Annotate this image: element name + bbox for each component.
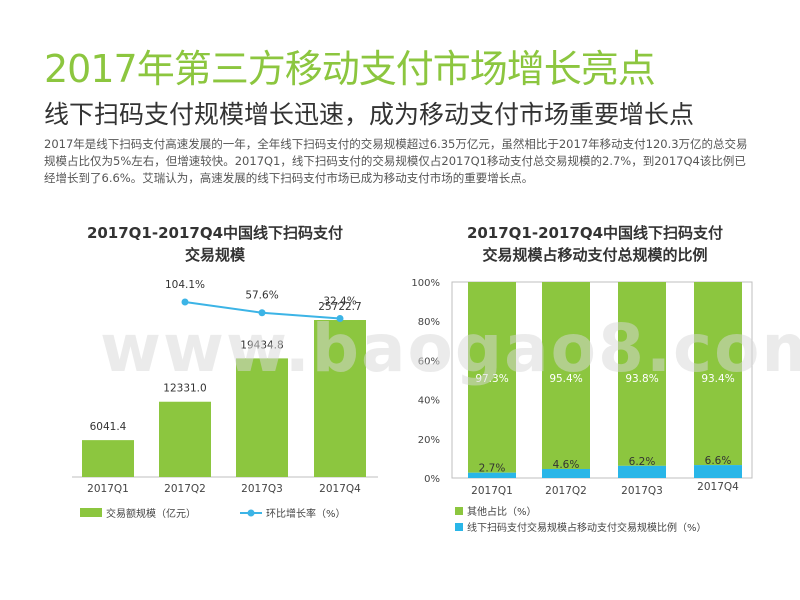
chart2-x-tick: 2017Q4 — [697, 481, 739, 493]
chart2-bar-other — [618, 282, 666, 466]
chart2-bar-share — [468, 472, 516, 478]
chart2-bar-share — [694, 465, 742, 478]
chart1-legend-label-bars: 交易额规模（亿元） — [106, 507, 196, 520]
chart1-bar-label: 6041.4 — [90, 421, 127, 433]
chart1-bar — [159, 401, 211, 477]
chart2-x-tick: 2017Q3 — [621, 485, 663, 497]
chart1-bar-label: 25722.7 — [318, 301, 361, 313]
chart1-title-line1: 2017Q1-2017Q4中国线下扫码支付 — [86, 224, 344, 242]
chart2-y-tick: 60% — [418, 356, 440, 367]
chart1-x-tick: 2017Q4 — [319, 483, 361, 495]
chart2-y-tick: 100% — [411, 278, 440, 289]
chart2-title-line1: 2017Q1-2017Q4中国线下扫码支付 — [466, 224, 724, 242]
chart2-bar-other — [468, 282, 516, 473]
chart2-bar-other — [542, 282, 590, 469]
chart2-legend-swatch-share — [455, 523, 463, 531]
intro-paragraph: 2017年是线下扫码支付高速发展的一年，全年线下扫码支付的交易规模超过6.35万… — [44, 137, 748, 185]
chart2-bar-other — [694, 282, 742, 466]
chart1-bar — [82, 440, 134, 477]
chart2-y-tick: 0% — [424, 474, 440, 485]
chart1-legend-swatch-bars — [80, 508, 102, 517]
chart1-growth-point — [336, 315, 344, 323]
chart1-growth-label: 32.4% — [323, 296, 356, 308]
chart2-bar-label-share: 6.6% — [705, 455, 732, 467]
chart1-growth-label: 57.6% — [245, 290, 278, 302]
chart2-bar-label-share: 6.2% — [629, 456, 656, 468]
chart2-x-tick: 2017Q2 — [545, 485, 587, 497]
chart1-bar-label: 12331.0 — [163, 383, 206, 395]
chart1-x-tick: 2017Q1 — [87, 483, 129, 495]
chart2-plot-border — [451, 281, 753, 479]
chart1-title-line2: 交易规模 — [184, 246, 245, 264]
chart2-y-tick: 80% — [418, 317, 440, 328]
page-subtitle: 线下扫码支付规模增长迅速，成为移动支付市场重要增长点 — [44, 100, 695, 129]
chart2-bar-label-other: 97.3% — [475, 373, 508, 385]
chart2-y-tick: 40% — [418, 396, 440, 407]
chart1-legend-label-line: 环比增长率（%） — [266, 507, 346, 520]
chart1-bar-label: 19434.8 — [240, 339, 283, 351]
chart2-x-tick: 2017Q1 — [471, 485, 513, 497]
chart2-bar-label-other: 95.4% — [549, 373, 582, 385]
chart2-bar-label-other: 93.4% — [701, 373, 734, 385]
chart2-bar-share — [618, 465, 666, 478]
chart2-legend-swatch-other — [455, 507, 463, 515]
chart1-growth-point — [258, 309, 266, 317]
chart2-legend-label-other: 其他占比（%） — [467, 505, 537, 518]
chart1-bar — [314, 320, 366, 477]
chart2-bar-label-share: 4.6% — [553, 459, 580, 471]
chart2-legend-label-share: 线下扫码支付交易规模占移动支付交易规模比例（%） — [467, 521, 707, 534]
chart1-bar — [236, 358, 288, 477]
watermark: www.baogao8.com — [100, 310, 800, 387]
chart2-title-line2: 交易规模占移动支付总规模的比例 — [482, 246, 708, 264]
chart1-growth-label: 104.1% — [165, 279, 205, 291]
chart2-bar-label-other: 93.8% — [625, 373, 658, 385]
chart2-y-tick: 20% — [418, 435, 440, 446]
chart1-growth-point — [181, 298, 189, 306]
chart2-bar-label-share: 2.7% — [479, 463, 506, 475]
chart1-title: 2017Q1-2017Q4中国线下扫码支付 交易规模 — [60, 222, 370, 266]
chart1-legend-marker — [247, 509, 255, 517]
chart2-title: 2017Q1-2017Q4中国线下扫码支付 交易规模占移动支付总规模的比例 — [440, 222, 750, 266]
chart1-x-tick: 2017Q2 — [164, 483, 206, 495]
chart1-x-tick: 2017Q3 — [241, 483, 283, 495]
chart2-bar-share — [542, 468, 590, 478]
page-title: 2017年第三方移动支付市场增长亮点 — [44, 47, 656, 91]
